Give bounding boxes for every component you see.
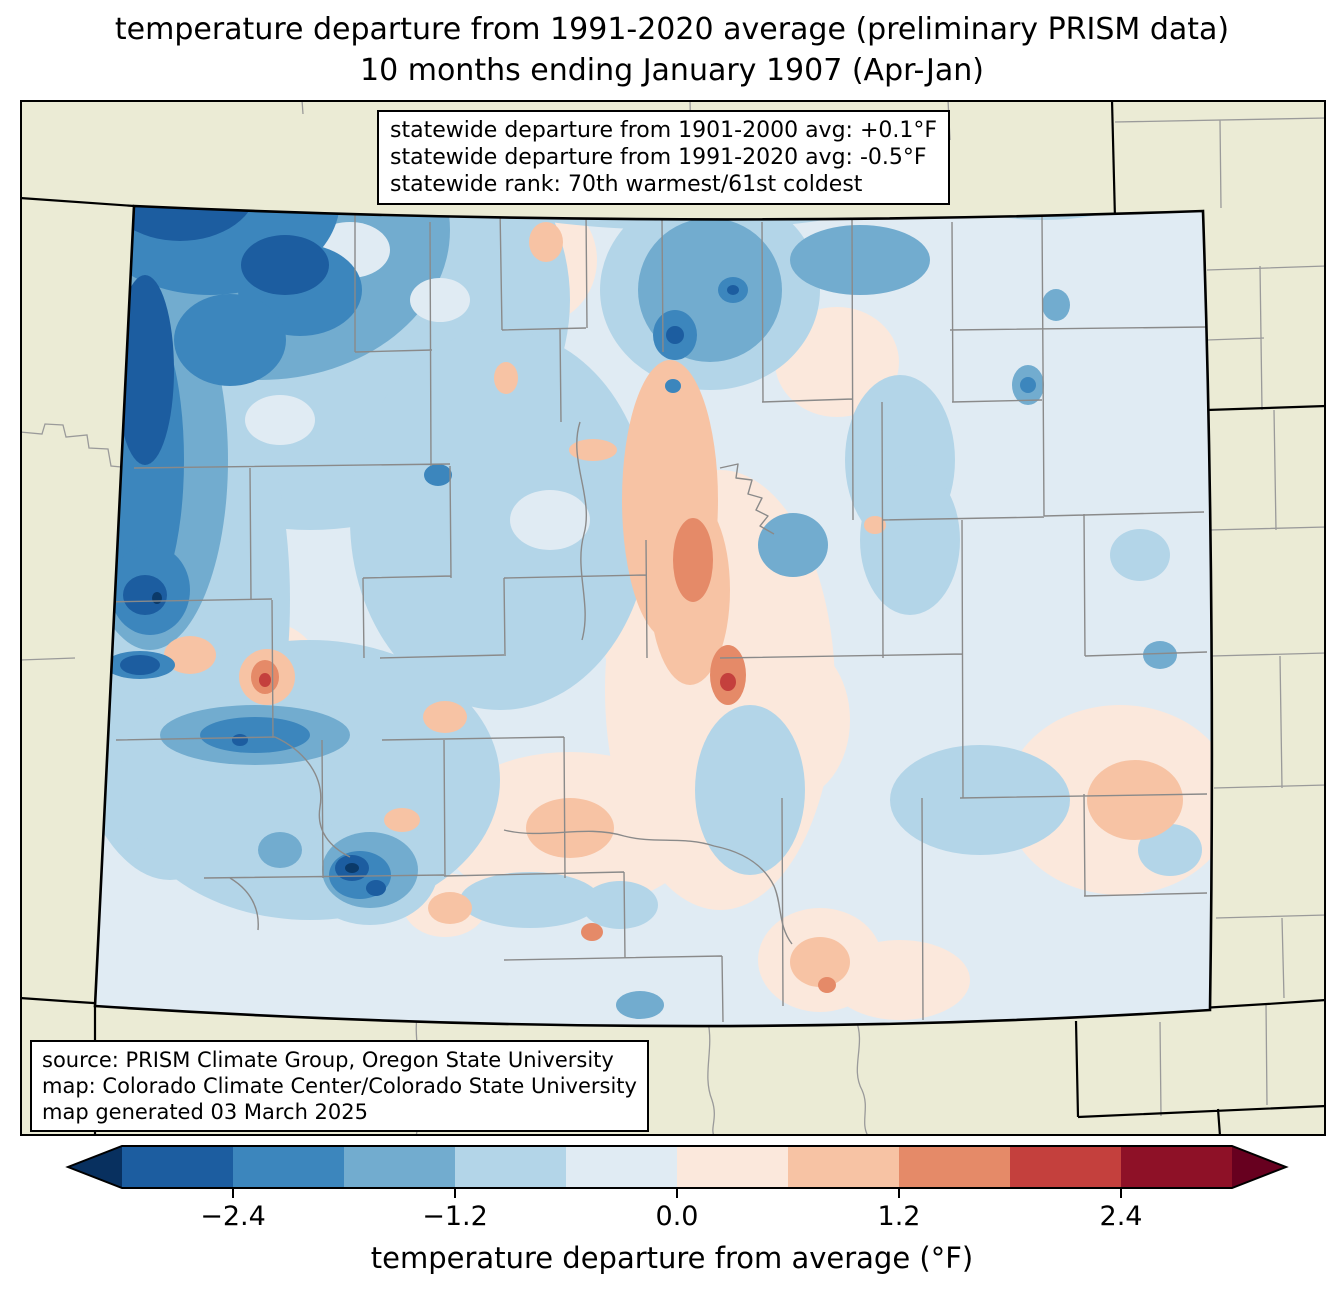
stats-line-1: statewide departure from 1901-2000 avg: … — [390, 118, 938, 143]
axes-frame — [20, 100, 1326, 1136]
colorbar-tick-marks — [232, 1188, 1122, 1198]
colorbar-over-arrow — [1232, 1146, 1286, 1188]
source-line-2: map: Colorado Climate Center/Colorado St… — [42, 1074, 637, 1098]
county-lines — [99, 207, 1208, 1023]
colorbar-tick-label-2: 0.0 — [655, 1201, 699, 1232]
colorbar-tick-label-0: −2.4 — [200, 1201, 266, 1232]
source-box: source: PRISM Climate Group, Oregon Stat… — [30, 1040, 649, 1132]
stats-line-3: statewide rank: 70th warmest/61st coldes… — [390, 172, 863, 197]
colorbar-tick-label-4: 2.4 — [1099, 1201, 1143, 1232]
colorbar-tick-label-1: −1.2 — [422, 1201, 488, 1232]
contour-layer-dark-blue — [102, 206, 739, 896]
contour-fills — [95, 206, 1212, 1027]
source-line-1: source: PRISM Climate Group, Oregon Stat… — [42, 1048, 614, 1072]
state-border — [93, 204, 1214, 1028]
colorbar-under-arrow — [68, 1146, 122, 1188]
figure-title-line1: temperature departure from 1991-2020 ave… — [114, 12, 1230, 47]
colorbar — [65, 1145, 1289, 1198]
colorbar-axis-label: temperature departure from average (°F) — [370, 1241, 974, 1275]
source-line-3: map generated 03 March 2025 — [42, 1100, 369, 1124]
colorbar-tick-label-3: 1.2 — [877, 1201, 921, 1232]
colorbar-segments — [122, 1146, 1233, 1188]
contour-layer-red — [259, 673, 736, 691]
colorado-anomaly-map — [20, 100, 1326, 1136]
contour-layer-orange — [251, 518, 836, 993]
colorbar-outline — [65, 1145, 1289, 1189]
stats-line-2: statewide departure from 1991-2020 avg: … — [390, 145, 927, 170]
figure-title-line2: 10 months ending January 1907 (Apr-Jan) — [360, 53, 984, 88]
stats-box: statewide departure from 1901-2000 avg: … — [377, 110, 951, 205]
